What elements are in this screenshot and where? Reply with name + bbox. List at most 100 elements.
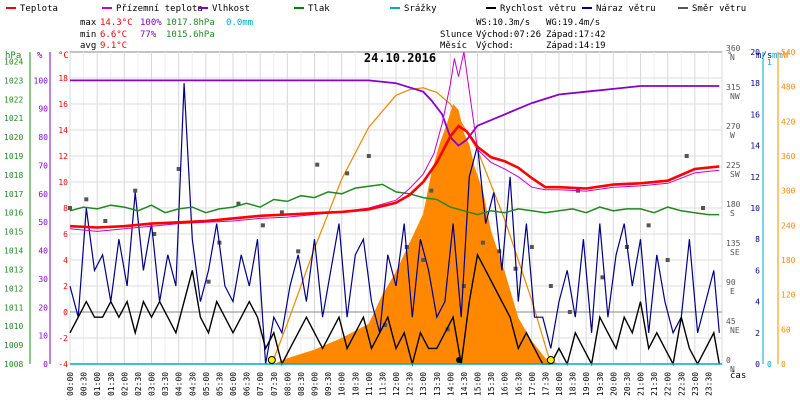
x-tick-label: 01:00 [93,372,102,396]
x-tick-label: 02:30 [134,372,143,396]
x-tick-label: 15:30 [487,372,496,396]
hpa-tick-label: 1009 [4,341,23,350]
x-tick-label: 17:30 [541,372,550,396]
info-sunrise: Východ:07:26 [476,30,541,40]
x-tick-label: 09:00 [311,372,320,396]
wind-direction-point [445,327,450,332]
ms-tick-label: 2 [755,329,760,338]
x-tick-label: 20:00 [609,372,618,396]
x-tick-label: 11:30 [378,372,387,396]
wind-direction-point [529,245,534,249]
wm2-tick-label: 540 [781,48,796,57]
info-ws: WS:10.3m/s [476,18,530,28]
temp-tick-label: 0 [63,308,68,317]
stat-min-hum: 77% [140,30,157,40]
info-moonrise: Východ: [476,41,514,51]
wind-gust-line [69,83,720,365]
info-panel: WS:10.3m/s WG:19.4m/s Slunce Východ:07:2… [440,18,606,51]
wind-direction-point [296,249,301,254]
temp-tick-label: 14 [58,126,68,135]
sun-marker [546,356,555,364]
temp-tick-label: 6 [63,230,68,239]
axis-units: hPa % °C ° m/s mm W [5,51,789,61]
wm2-tick-label: 120 [781,291,796,300]
temp-tick-label: 16 [58,100,68,109]
right-axes: 0N45NE90E135SE180S225SW270W315NW360N0246… [726,44,796,374]
ms-tick-label: 14 [750,142,760,151]
legend-item: Náraz větru [596,4,656,14]
x-tick-label: 12:00 [392,372,401,396]
wm2-tick-label: 240 [781,221,796,230]
hpa-tick-label: 1016 [4,209,23,218]
wind-direction-point [68,206,72,210]
moonset-marker [456,357,463,363]
wind-direction-point [684,154,689,158]
dir-tick-label: 270 [726,122,741,131]
x-tick-label: 21:30 [650,372,659,396]
x-tick-label: 10:30 [351,372,360,396]
x-tick-label: 11:00 [365,372,374,396]
temp-tick-label: 8 [63,204,68,213]
ground-temperature-line [69,51,720,232]
temp-tick-label: -2 [58,334,68,343]
wind-direction-point [421,258,426,262]
wind-direction-point [84,197,89,202]
pct-tick-label: 30 [38,275,48,284]
temp-tick-label: 12 [58,152,68,161]
stat-max-hum: 100% [140,18,162,28]
wind-direction-point [665,258,670,262]
x-tick-label: 08:00 [283,372,292,396]
pct-tick-label: 80 [38,133,48,142]
x-tick-label: 21:00 [637,372,646,396]
plot-area [68,51,723,367]
wind-direction-point [206,279,211,284]
ms-tick-label: 8 [755,235,760,244]
stat-min-press: 1015.6hPa [166,30,215,40]
stat-max-label: max [80,18,97,28]
wind-direction-point [366,154,371,158]
x-tick-label: 06:00 [229,372,238,396]
x-tick-label: 20:30 [623,372,632,396]
wind-direction-point [260,223,265,228]
x-tick-label: 07:00 [256,372,265,396]
hpa-tick-label: 1008 [4,360,23,369]
stat-max-rain: 0.0mm [226,18,253,28]
x-tick-label: 22:30 [677,372,686,396]
legend-item: Rychlost větru [500,4,576,14]
humidity-line [70,79,720,147]
x-tick-label: 22:00 [664,372,673,396]
stats-panel: max 14.3°C 100% 1017.8hPa 0.0mm min 6.6°… [80,18,253,51]
dir-tick-label: 180 [726,200,741,209]
x-tick-label: 00:00 [66,372,75,396]
ms-tick-label: 20 [750,48,760,57]
x-tick-label: 19:00 [582,372,591,396]
left-axes: 1008100910101011101210131014101510161017… [4,52,68,369]
dir-tick-name: NW [730,92,740,101]
sun-marker [267,356,276,364]
hpa-tick-label: 1011 [4,303,23,312]
stat-max-temp: 14.3°C [100,18,133,28]
dir-tick-label: 360 [726,44,741,53]
wind-direction-point [513,266,518,271]
x-tick-label: 18:00 [555,372,564,396]
dir-tick-label: 315 [726,83,741,92]
x-tick-label: 03:30 [161,372,170,396]
wm2-tick-label: 300 [781,187,796,196]
x-tick-label: 14:30 [460,372,469,396]
hpa-tick-label: 1017 [4,190,23,199]
legend-item: Teplota [20,4,58,14]
wind-direction-point [133,188,138,193]
wind-direction-point [383,323,388,327]
wind-direction-point [480,240,485,245]
wm2-tick-label: 0 [781,360,786,369]
legend-item: Vlhkost [212,4,250,14]
x-tick-label: 07:30 [270,372,279,396]
x-tick-label: 05:00 [202,372,211,396]
unit-ms: m/s [756,51,772,61]
temp-tick-label: 2 [63,282,68,291]
wm2-tick-label: 480 [781,83,796,92]
dir-tick-label: 225 [726,161,741,170]
dir-tick-label: 45 [726,317,736,326]
legend-item: Tlak [308,4,330,14]
